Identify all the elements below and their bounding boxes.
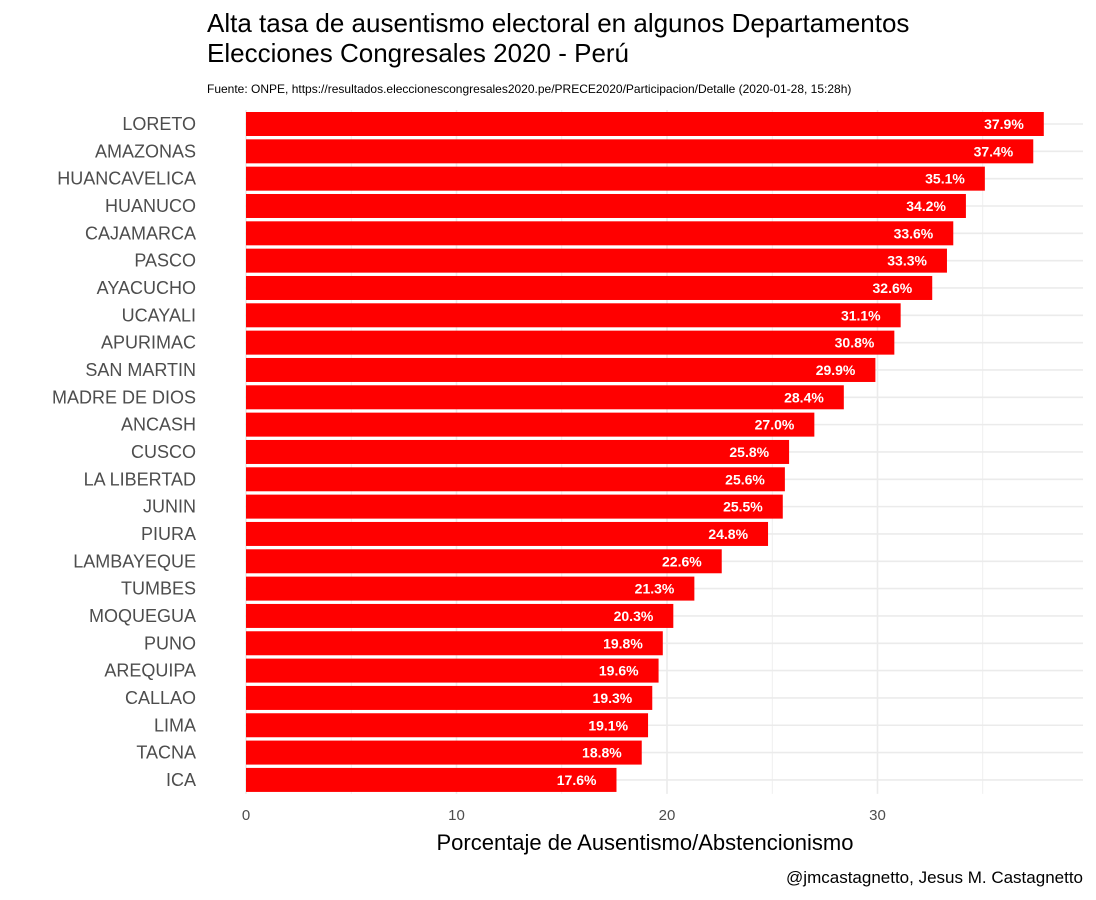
bar-value-label: 31.1% — [841, 307, 881, 323]
bar-value-label: 34.2% — [906, 198, 946, 214]
bar-value-label: 19.6% — [599, 663, 639, 679]
category-label: LORETO — [122, 114, 196, 134]
bar — [246, 713, 649, 738]
category-label: LIMA — [154, 715, 196, 735]
chart-caption: @jmcastagnetto, Jesus M. Castagnetto — [786, 868, 1083, 887]
bar — [246, 357, 876, 382]
x-axis-label: Porcentaje de Ausentismo/Abstencionismo — [436, 830, 853, 855]
x-tick-label: 20 — [659, 807, 676, 824]
bar-value-label: 24.8% — [708, 526, 748, 542]
bar — [246, 112, 1044, 136]
bar-value-label: 25.5% — [723, 499, 763, 515]
bar — [246, 139, 1034, 164]
category-label: CAJAMARCA — [85, 223, 196, 243]
bar-value-label: 22.6% — [662, 553, 702, 569]
category-label: SAN MARTIN — [85, 360, 196, 380]
bar-value-label: 19.8% — [603, 635, 643, 651]
category-label: CALLAO — [125, 688, 196, 708]
bar — [246, 494, 783, 519]
bar — [246, 576, 695, 601]
bar-value-label: 19.1% — [588, 717, 628, 733]
bar-value-label: 33.6% — [894, 225, 934, 241]
bar-value-label: 19.3% — [593, 690, 633, 706]
x-tick-label: 0 — [242, 807, 250, 824]
category-label: PIURA — [141, 524, 196, 544]
category-label: PUNO — [144, 633, 196, 653]
category-label: TACNA — [136, 743, 196, 763]
category-label: JUNIN — [143, 497, 196, 517]
category-label: UCAYALI — [122, 305, 196, 325]
bar — [246, 221, 954, 246]
bar — [246, 275, 933, 300]
category-label: HUANUCO — [105, 196, 196, 216]
chart-title: Alta tasa de ausentismo electoral en alg… — [207, 8, 909, 68]
category-label: PASCO — [134, 251, 196, 271]
bar — [246, 193, 966, 218]
bar — [246, 467, 785, 492]
category-label: APURIMAC — [101, 333, 196, 353]
category-label: LAMBAYEQUE — [73, 551, 196, 571]
bar-value-label: 21.3% — [635, 581, 675, 597]
category-label: AMAZONAS — [95, 141, 196, 161]
bar — [246, 740, 642, 765]
bar-value-label: 32.6% — [873, 280, 913, 296]
category-label: MOQUEGUA — [89, 606, 196, 626]
bar-value-label: 35.1% — [925, 171, 965, 187]
x-tick-label: 10 — [448, 807, 465, 824]
bar-value-label: 28.4% — [784, 389, 824, 405]
bar — [246, 549, 722, 574]
chart-title-line: Elecciones Congresales 2020 - Perú — [207, 38, 629, 68]
category-label: ICA — [166, 770, 196, 790]
bar-value-label: 18.8% — [582, 745, 622, 761]
bar — [246, 385, 844, 410]
bar-value-label: 29.9% — [816, 362, 856, 378]
category-labels: LORETO AMAZONAS HUANCAVELICA HUANUCO CAJAMAR… — [52, 114, 196, 790]
bar — [246, 166, 985, 191]
bar-value-label: 25.8% — [729, 444, 769, 460]
bar-value-label: 20.3% — [614, 608, 654, 624]
bar — [246, 631, 663, 656]
bar — [246, 658, 659, 683]
bar — [246, 439, 790, 464]
bar — [246, 330, 895, 355]
category-label: AYACUCHO — [97, 278, 196, 298]
chart-title-line: Alta tasa de ausentismo electoral en alg… — [207, 8, 909, 38]
bar — [246, 521, 769, 546]
category-label: CUSCO — [131, 442, 196, 462]
bar — [246, 685, 653, 710]
category-label: HUANCAVELICA — [57, 169, 196, 189]
bar-value-label: 25.6% — [725, 471, 765, 487]
bar — [246, 603, 674, 628]
category-label: TUMBES — [121, 579, 196, 599]
bar — [246, 303, 901, 328]
bar-value-label: 17.6% — [557, 772, 597, 788]
bar-value-label: 27.0% — [755, 417, 795, 433]
category-label: LA LIBERTAD — [84, 469, 196, 489]
bar-value-label: 37.9% — [984, 116, 1024, 132]
bar — [246, 412, 815, 437]
x-tick-labels: 0 10 20 30 — [242, 807, 886, 824]
bar — [246, 248, 947, 273]
category-label: MADRE DE DIOS — [52, 387, 196, 407]
category-label: AREQUIPA — [104, 661, 196, 681]
bar-value-label: 30.8% — [835, 335, 875, 351]
category-label: ANCASH — [121, 415, 196, 435]
bar-value-label: 37.4% — [974, 143, 1014, 159]
chart-subtitle: Fuente: ONPE, https://resultados.eleccio… — [207, 82, 851, 96]
bars-group: 37.9% 37.4% 35.1% 34.2% 33.6% 33.3% 32.6% 31.1%… — [246, 112, 1044, 792]
bar — [246, 767, 617, 792]
bar-value-label: 33.3% — [887, 253, 927, 269]
x-tick-label: 30 — [869, 807, 886, 824]
